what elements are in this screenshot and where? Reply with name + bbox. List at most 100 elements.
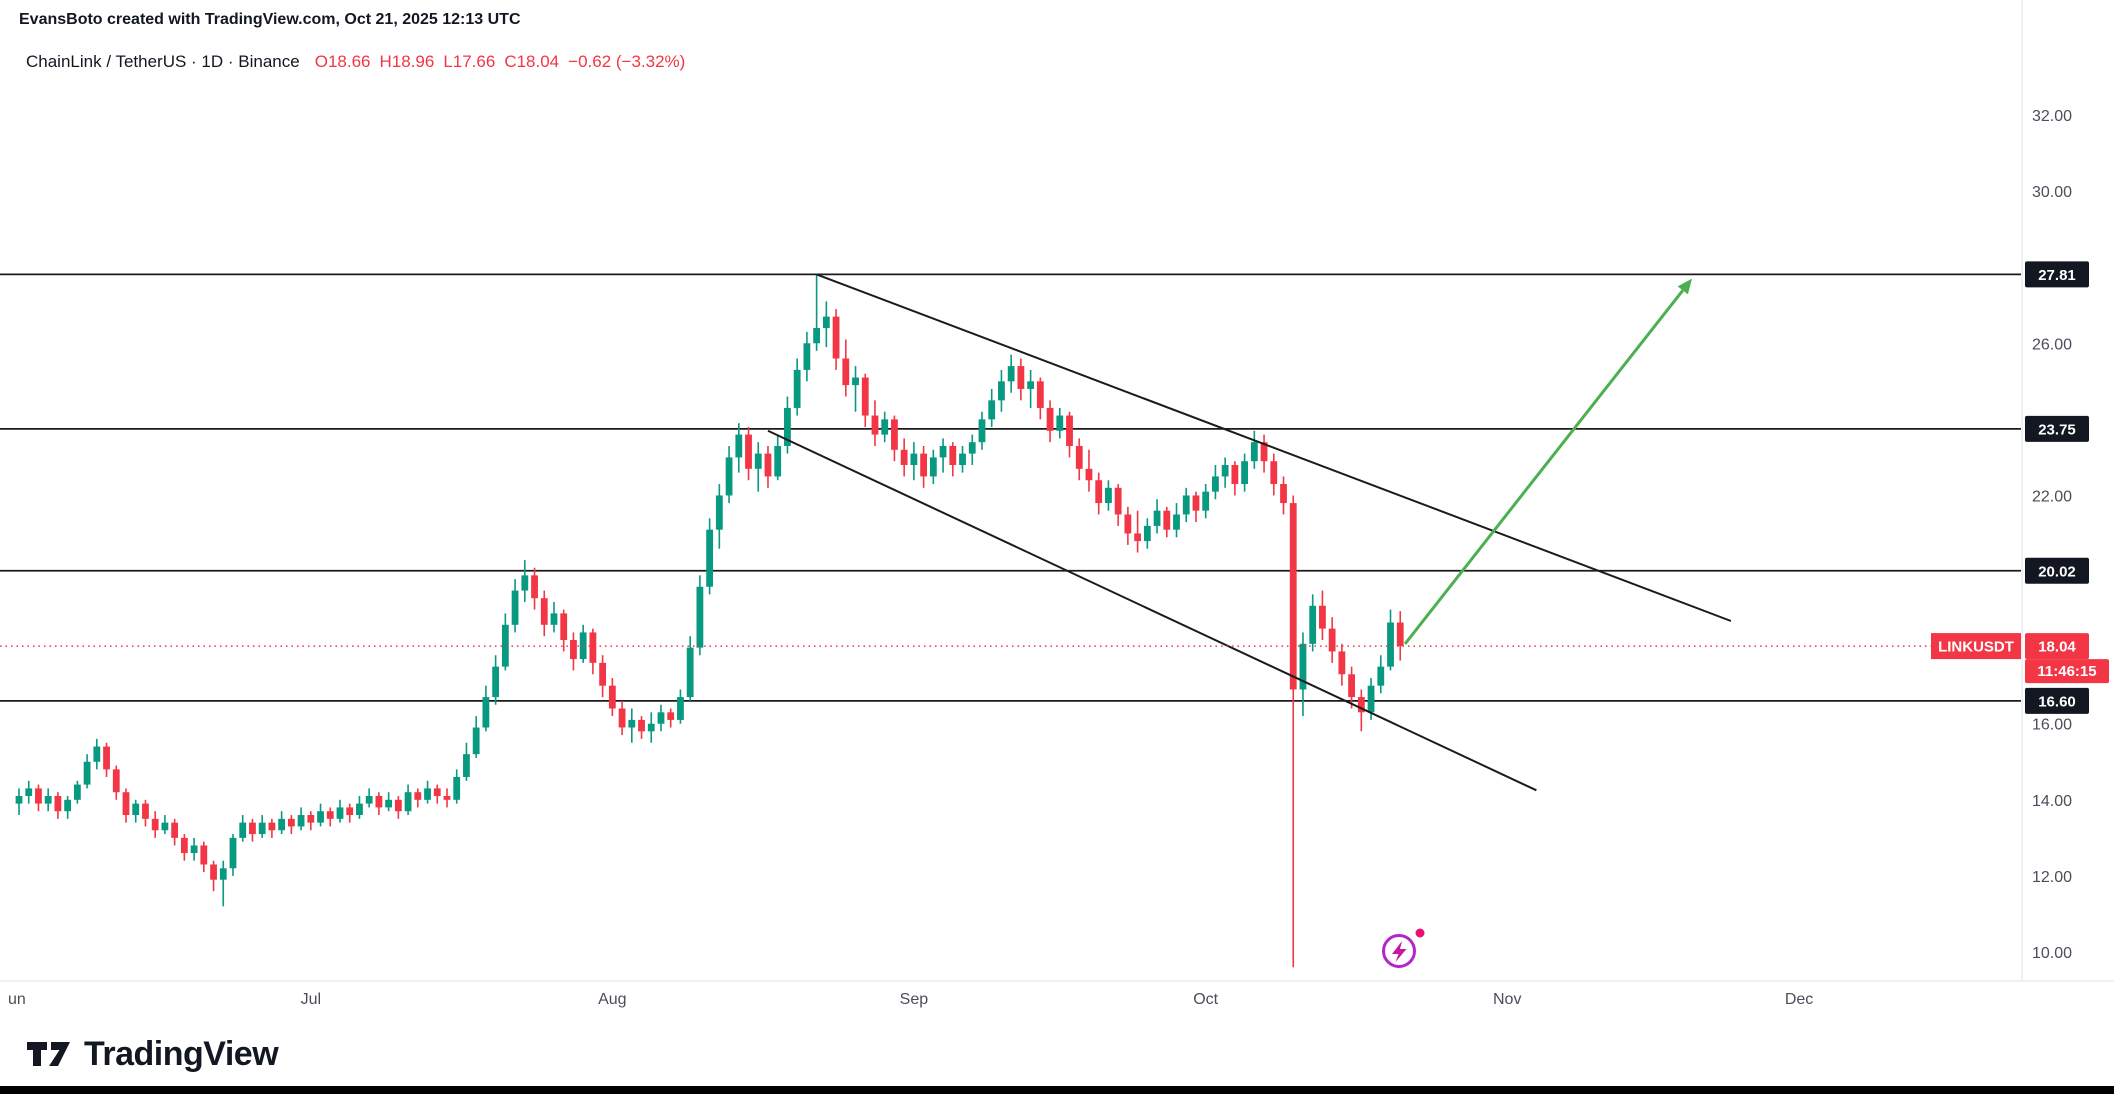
time-axis[interactable]: un Jul Aug Sep Oct Nov Dec bbox=[8, 991, 1813, 1008]
trend-line[interactable] bbox=[767, 429, 1537, 792]
trend-lines[interactable] bbox=[767, 273, 1732, 792]
candle-body bbox=[501, 624, 509, 667]
candle-body bbox=[715, 495, 723, 530]
candle-body bbox=[1007, 366, 1015, 382]
candle-body bbox=[385, 799, 393, 808]
candle-body bbox=[521, 575, 529, 591]
candle-body bbox=[725, 457, 733, 496]
candle-body bbox=[1095, 480, 1103, 504]
candle-body bbox=[735, 434, 743, 458]
trend-line[interactable] bbox=[816, 273, 1732, 622]
candle-body bbox=[453, 776, 461, 800]
candle-body bbox=[754, 453, 762, 469]
candle-body bbox=[638, 719, 645, 732]
price-tick-label: 22.00 bbox=[2032, 488, 2072, 505]
candle-body bbox=[540, 598, 548, 625]
candle-body bbox=[258, 822, 266, 835]
candle-body bbox=[628, 719, 636, 728]
candle-body bbox=[346, 807, 354, 816]
candle-body bbox=[891, 419, 898, 450]
candle-body bbox=[239, 822, 247, 838]
candle-body bbox=[1163, 510, 1171, 530]
candle-body bbox=[745, 434, 752, 469]
symbol-price-flag-label: LINKUSDT bbox=[1938, 639, 2014, 656]
candle-body bbox=[122, 792, 130, 816]
candle-body bbox=[550, 613, 558, 625]
candle-body bbox=[793, 369, 801, 408]
candle-body bbox=[1387, 622, 1394, 667]
candle-body bbox=[132, 803, 140, 816]
candle-body bbox=[774, 445, 782, 477]
candle-body bbox=[686, 647, 694, 698]
candle-body bbox=[939, 445, 947, 458]
candle-body bbox=[219, 868, 227, 880]
projection-arrow[interactable] bbox=[1403, 278, 1693, 645]
level-price-badge-label: 23.75 bbox=[2038, 421, 2076, 438]
candle-body bbox=[1105, 487, 1112, 504]
time-tick-label: Sep bbox=[900, 991, 929, 1008]
candle-body bbox=[492, 666, 500, 698]
candle-body bbox=[151, 818, 159, 831]
candle-body bbox=[531, 575, 538, 599]
candle-body bbox=[268, 822, 276, 831]
candle-body bbox=[881, 419, 889, 435]
candle-body bbox=[326, 811, 334, 819]
flash-icon[interactable] bbox=[1374, 923, 1434, 979]
candle-body bbox=[978, 419, 986, 443]
candle-body bbox=[988, 400, 996, 420]
candle-body bbox=[1036, 381, 1044, 408]
candle-body bbox=[949, 445, 957, 466]
candle-body bbox=[1357, 697, 1365, 713]
candle-body bbox=[229, 837, 237, 869]
price-axis[interactable]: 32.00 30.00 26.00 22.00 16.00 14.00 12.00 10.00… bbox=[1931, 108, 2109, 962]
symbol-title[interactable]: ChainLink / TetherUS · 1D · Binance bbox=[26, 52, 300, 71]
candle-body bbox=[1289, 503, 1297, 690]
candle-body bbox=[103, 746, 110, 770]
symbol-legend[interactable]: ChainLink / TetherUS · 1D · Binance O18.… bbox=[26, 52, 685, 72]
candle-body bbox=[599, 662, 607, 686]
countdown-badge-label: 11:46:15 bbox=[2037, 663, 2096, 680]
candle-body bbox=[1182, 495, 1190, 515]
arrow-shaft[interactable] bbox=[1403, 289, 1684, 645]
candle-body bbox=[180, 837, 188, 854]
candle-body bbox=[832, 316, 840, 359]
candle-body bbox=[404, 792, 412, 812]
candle-body bbox=[278, 818, 286, 831]
candle-body bbox=[1221, 465, 1229, 477]
candle-body bbox=[35, 788, 42, 804]
candle-body bbox=[570, 640, 577, 660]
candle-body bbox=[1367, 685, 1375, 713]
candle-body bbox=[171, 822, 179, 838]
time-tick-label: Dec bbox=[1785, 991, 1813, 1008]
candle-body bbox=[210, 864, 217, 880]
horizontal-level-lines[interactable] bbox=[0, 273, 2021, 702]
candle-body bbox=[998, 381, 1005, 401]
candle-body bbox=[287, 818, 295, 827]
candle-body bbox=[900, 449, 908, 466]
candle-body bbox=[803, 343, 811, 370]
candle-body bbox=[1153, 510, 1161, 526]
tradingview-logo[interactable]: TradingView bbox=[26, 1034, 279, 1074]
candle-body bbox=[83, 761, 91, 785]
ohlc-change: −0.62 (−3.32%) bbox=[568, 52, 686, 71]
candle-body bbox=[307, 815, 315, 823]
candle-body bbox=[414, 792, 422, 800]
candle-body bbox=[297, 815, 305, 827]
candle-body bbox=[1260, 442, 1268, 462]
candle-body bbox=[920, 453, 928, 477]
level-price-badge-label: 27.81 bbox=[2038, 267, 2076, 284]
candle-body bbox=[44, 796, 52, 804]
candle-body bbox=[1328, 628, 1336, 652]
axis-separators bbox=[0, 0, 2114, 982]
time-tick-label: Nov bbox=[1493, 991, 1521, 1008]
candle-body bbox=[861, 377, 869, 416]
candle-body bbox=[112, 769, 120, 793]
countdown-badge bbox=[2025, 659, 2109, 684]
candle-body bbox=[1202, 491, 1210, 511]
candle-body bbox=[1377, 666, 1385, 686]
candle-body bbox=[1173, 514, 1180, 530]
candle-body bbox=[482, 697, 490, 728]
